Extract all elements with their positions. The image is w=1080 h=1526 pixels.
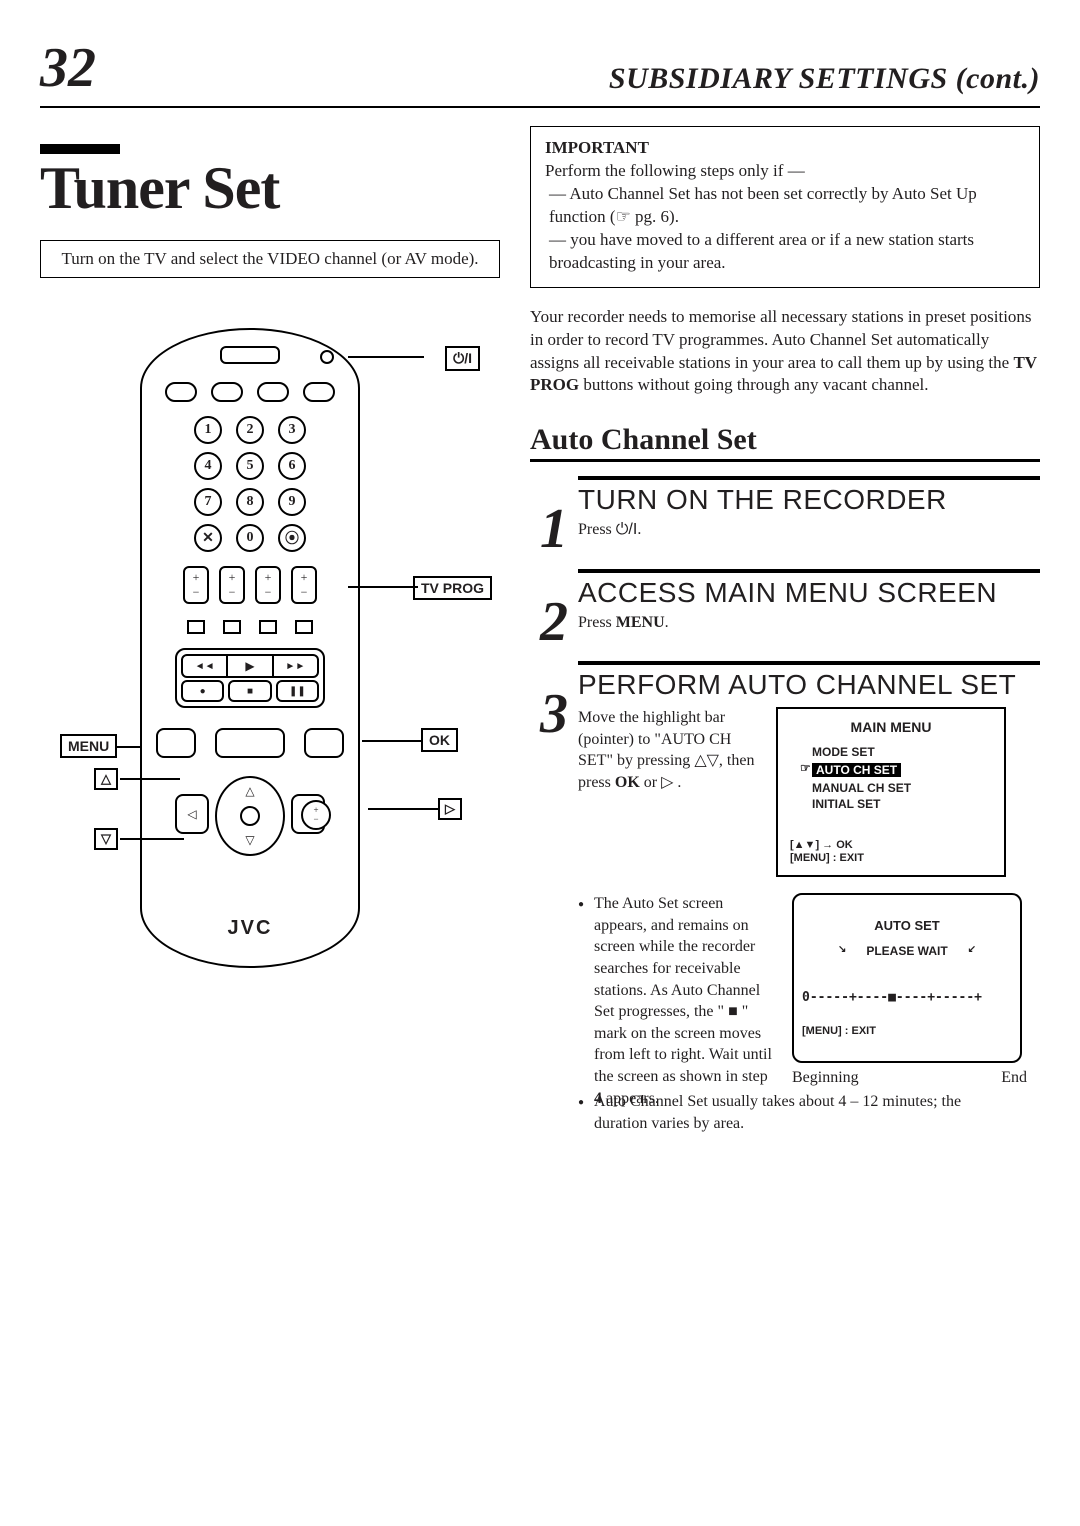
progress-label-begin: Beginning [792, 1067, 859, 1089]
step-3-text: Move the highlight bar (pointer) to "AUT… [578, 707, 758, 877]
remote-illustration: 1 2 3 4 5 6 7 8 9 ✕ 0 ⦿ [60, 328, 480, 968]
important-item-2: — you have moved to a different area or … [549, 229, 1025, 275]
keypad-cancel: ✕ [194, 524, 222, 552]
step-1-title: TURN ON THE RECORDER [578, 484, 1040, 516]
section-title: SUBSIDIARY SETTINGS (cont.) [609, 62, 1040, 96]
subsection-title: Auto Channel Set [530, 423, 1040, 462]
keypad-5: 5 [236, 452, 264, 480]
osd-item-2: MANUAL CH SET [812, 781, 994, 795]
osd-progress-title: AUTO SET [802, 917, 1012, 935]
keypad-0: 0 [236, 524, 264, 552]
step-1-number: 1 [540, 504, 568, 554]
intro-paragraph: Your recorder needs to memorise all nece… [530, 306, 1040, 398]
keypad-9: 9 [278, 488, 306, 516]
keypad-6: 6 [278, 452, 306, 480]
step-2-text: Press MENU. [578, 613, 1040, 634]
keypad-8: 8 [236, 488, 264, 516]
keypad-7: 7 [194, 488, 222, 516]
keypad-4: 4 [194, 452, 222, 480]
keypad-3: 3 [278, 416, 306, 444]
osd-progress-bar: 0-----+----■----+-----+ [802, 989, 1012, 1007]
step-3-bullet-2: Auto Channel Set usually takes about 4 –… [578, 1091, 985, 1134]
keypad-rec: ⦿ [278, 524, 306, 552]
remote-brand: JVC [142, 917, 358, 940]
osd-progress-foot: [MENU] : EXIT [802, 1024, 1012, 1039]
page-number: 32 [40, 40, 96, 96]
main-title: Tuner Set [40, 158, 500, 218]
important-heading: IMPORTANT [545, 137, 1025, 160]
callout-ok: OK [421, 728, 458, 752]
progress-label-end: End [1001, 1067, 1027, 1089]
osd-foot-2: [MENU] : EXIT [790, 852, 864, 865]
keypad-2: 2 [236, 416, 264, 444]
step-2-number: 2 [540, 597, 568, 647]
step-2-title: ACCESS MAIN MENU SCREEN [578, 577, 1040, 609]
callout-power: ⏻/I [445, 346, 480, 371]
title-thick-rule [40, 144, 120, 154]
callout-right: ▷ [438, 798, 462, 820]
osd-foot-1: [▲▼] → OK [790, 839, 864, 852]
osd-pointer-icon: ☞ [800, 761, 811, 775]
osd-title: MAIN MENU [788, 719, 994, 735]
step-1-text: Press ⏻/I. [578, 520, 1040, 541]
step-3-bullet-1: The Auto Set screen appears, and remains… [578, 893, 1040, 1109]
callout-tvprog: TV PROG [413, 576, 492, 600]
step-3-number: 3 [540, 689, 568, 739]
step-1: 1 TURN ON THE RECORDER Press ⏻/I. [530, 476, 1040, 554]
keypad-1: 1 [194, 416, 222, 444]
callout-down: ▽ [94, 828, 118, 850]
osd-item-1: AUTO CH SET [812, 763, 901, 777]
page-header: 32 SUBSIDIARY SETTINGS (cont.) [40, 40, 1040, 96]
important-item-1: — Auto Channel Set has not been set corr… [549, 183, 1025, 229]
important-lead: Perform the following steps only if — [545, 160, 1025, 183]
important-box: IMPORTANT Perform the following steps on… [530, 126, 1040, 288]
step-2: 2 ACCESS MAIN MENU SCREEN Press MENU. [530, 569, 1040, 647]
header-rule [40, 106, 1040, 108]
osd-main-menu: MAIN MENU MODE SET ☞ AUTO CH SET MANUAL … [776, 707, 1006, 877]
osd-item-0: MODE SET [812, 745, 994, 759]
osd-progress-wait: ↘ PLEASE WAIT ↙ [802, 943, 1012, 959]
callout-menu: MENU [60, 734, 117, 758]
instruction-box: Turn on the TV and select the VIDEO chan… [40, 240, 500, 278]
step-3-title: PERFORM AUTO CHANNEL SET [578, 669, 1040, 701]
step-3: 3 PERFORM AUTO CHANNEL SET Move the high… [530, 661, 1040, 1138]
callout-up: △ [94, 768, 118, 790]
osd-item-3: INITIAL SET [812, 797, 994, 811]
osd-auto-set: AUTO SET ↘ PLEASE WAIT ↙ 0-----+----■---… [792, 893, 1022, 1063]
